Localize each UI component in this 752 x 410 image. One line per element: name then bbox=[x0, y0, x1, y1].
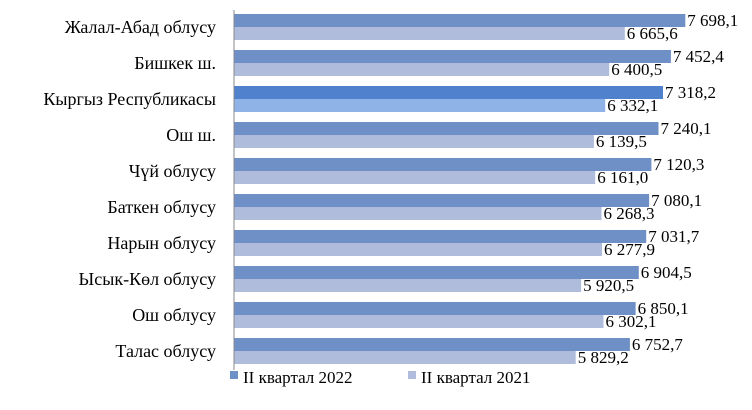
value-label-2022: 7 452,4 bbox=[673, 47, 725, 66]
value-label-2021: 6 400,5 bbox=[611, 60, 662, 79]
bar-2021 bbox=[234, 243, 602, 256]
category-label: Ысык-Көл облусу bbox=[79, 269, 216, 289]
value-label-2021: 5 829,2 bbox=[578, 348, 629, 367]
value-label-2021: 6 277,9 bbox=[604, 240, 655, 259]
value-label-2022: 7 318,2 bbox=[665, 83, 716, 102]
category-label: Баткен облусу bbox=[107, 197, 216, 217]
bars-group bbox=[234, 14, 686, 364]
bar-2022 bbox=[234, 338, 630, 351]
bar-2021 bbox=[234, 207, 602, 220]
bar-2022 bbox=[234, 86, 663, 99]
category-label: Жалал-Абад облусу bbox=[65, 17, 216, 37]
value-label-2021: 6 302,1 bbox=[606, 312, 657, 331]
category-label: Чүй облусу bbox=[129, 161, 216, 181]
value-label-2021: 5 920,5 bbox=[583, 276, 634, 295]
bar-2021 bbox=[234, 135, 594, 148]
legend: II квартал 2022 II квартал 2021 bbox=[230, 368, 531, 387]
category-label: Ош облусу bbox=[132, 305, 216, 325]
value-label-2022: 7 120,3 bbox=[653, 155, 704, 174]
bar-2022 bbox=[234, 50, 671, 63]
value-labels-group: 7 698,1 6 665,6 7 452,4 6 400,57 318,2 6 332… bbox=[578, 11, 739, 367]
value-label-2022: 7 240,1 bbox=[661, 119, 712, 138]
value-label-2022: 7 031,7 bbox=[648, 227, 700, 246]
bar-2022 bbox=[234, 194, 650, 207]
value-label-2021: 6 665,6 bbox=[627, 24, 678, 43]
value-label-2022: 6 752,7 bbox=[632, 335, 684, 354]
bar-2022 bbox=[234, 266, 639, 279]
category-labels-group: Жалал-Абад облусу Бишкек ш. Кыргыз Республ… bbox=[43, 17, 216, 361]
category-label: Ош ш. bbox=[166, 125, 216, 145]
bar-2021 bbox=[234, 351, 576, 364]
bar-2021 bbox=[234, 27, 625, 40]
bar-2022 bbox=[234, 158, 652, 171]
value-label-2021: 6 268,3 bbox=[604, 204, 655, 223]
legend-label-2021: II квартал 2021 bbox=[421, 368, 531, 387]
category-label: Кыргыз Республикасы bbox=[43, 89, 216, 109]
value-label-2021: 6 332,1 bbox=[607, 96, 658, 115]
legend-swatch-2022 bbox=[230, 371, 238, 379]
category-label: Бишкек ш. bbox=[134, 53, 216, 73]
bar-2022 bbox=[234, 302, 636, 315]
bar-2022 bbox=[234, 122, 659, 135]
category-label: Нарын облусу bbox=[107, 233, 216, 253]
value-label-2022: 6 850,1 bbox=[638, 299, 689, 318]
category-label: Талас облусу bbox=[115, 341, 216, 361]
bar-2021 bbox=[234, 63, 610, 76]
bar-2022 bbox=[234, 230, 647, 243]
value-label-2022: 7 698,1 bbox=[687, 11, 738, 30]
bar-2021 bbox=[234, 279, 582, 292]
bar-2021 bbox=[234, 99, 606, 112]
bar-2022 bbox=[234, 14, 686, 27]
legend-label-2022: II квартал 2022 bbox=[243, 368, 353, 387]
legend-swatch-2021 bbox=[408, 371, 416, 379]
value-label-2021: 6 161,0 bbox=[597, 168, 648, 187]
value-label-2022: 7 080,1 bbox=[651, 191, 702, 210]
value-label-2021: 6 139,5 bbox=[596, 132, 647, 151]
bar-2021 bbox=[234, 171, 596, 184]
value-label-2022: 6 904,5 bbox=[641, 263, 692, 282]
bar-2021 bbox=[234, 315, 604, 328]
